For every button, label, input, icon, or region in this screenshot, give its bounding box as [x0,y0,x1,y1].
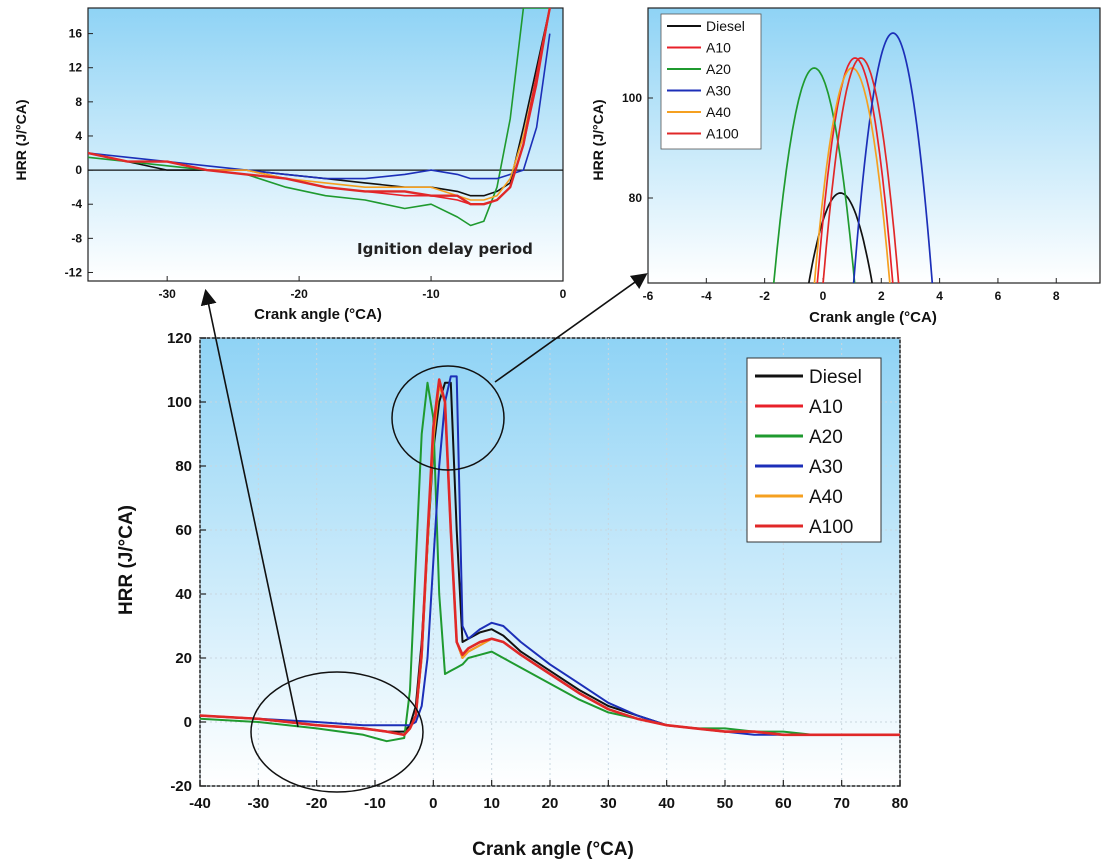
inset2-ticks: -6 -4 -2 0 2 4 6 8 80 100 [622,91,1060,303]
main-x-tick-label: -40 [189,795,211,812]
inset1-series-lines [88,8,563,227]
main-x-tick-label: 70 [833,795,850,812]
inset1-y-tick-label: 12 [69,61,83,75]
main-x-tick-label: 0 [429,795,437,812]
inset2-legend: Diesel A10 A20 A30 A40 A100 [660,13,762,150]
main-legend-label-a20: A20 [809,427,843,448]
inset2-series-line-diesel [807,192,873,283]
inset2-series-line-a100 [822,57,900,283]
ignition-inset-chart: -30 -20 -10 0 -12 -8 -4 0 4 8 12 16 Ignition delay … [13,7,567,323]
inset2-y-tick-label: 100 [622,91,642,105]
inset2-series-line-a10 [816,57,894,283]
inset1-x-tick-label: -30 [158,287,176,301]
inset2-legend-label-diesel: Diesel [706,18,745,34]
inset2-series-line-a20 [772,67,856,283]
main-x-tick-label: 40 [658,795,675,812]
main-y-tick-label: 120 [167,330,192,347]
inset2-x-tick-label: 8 [1053,289,1060,303]
inset2-x-tick-label: 4 [936,289,943,303]
inset1-series-line-a100 [88,8,551,206]
inset1-ticks: -30 -20 -10 0 -12 -8 -4 0 4 8 12 16 [65,27,567,301]
inset2-y-tick-label: 80 [629,191,643,205]
inset2-legend-label-a10: A10 [706,40,731,56]
peak-zoom-circle [391,365,505,471]
main-x-tick-label: 80 [892,795,909,812]
inset1-y-tick-label: 0 [75,163,82,177]
main-legend: Diesel A10 A20 A30 A40 A100 [746,357,882,543]
main-x-tick-label: -10 [364,795,386,812]
inset1-x-tick-label: 0 [560,287,567,301]
main-legend-label-a10: A10 [809,397,843,418]
main-series-line-a100 [200,378,900,737]
inset2-legend-box [660,13,762,150]
main-series-lines [200,375,900,743]
main-y-tick-label: 40 [175,586,192,603]
main-y-tick-label: 80 [175,458,192,475]
inset2-x-tick-label: 0 [820,289,827,303]
inset1-y-tick-label: 8 [75,95,82,109]
main-series-line-a30 [200,375,900,736]
inset2-series-lines [772,32,934,283]
inset2-x-tick-label: 2 [878,289,885,303]
main-x-tick-label: 20 [542,795,559,812]
inset2-y-axis-label: HRR (J/°CA) [590,99,606,180]
inset2-x-tick-label: -4 [701,289,712,303]
main-x-axis-label: Crank angle (°CA) [472,839,634,860]
main-legend-label-a30: A30 [809,457,843,478]
main-legend-label-diesel: Diesel [809,367,862,388]
ignition-delay-annotation: Ignition delay period [357,240,533,258]
inset2-x-tick-label: 6 [995,289,1002,303]
inset2-x-tick-label: -2 [759,289,770,303]
inset1-y-tick-label: 4 [75,129,82,143]
inset1-y-tick-label: -8 [71,231,82,245]
arrow-to-ignition-inset [200,288,299,728]
inset1-plot-area [87,7,564,282]
main-x-tick-label: 60 [775,795,792,812]
inset2-legend-label-a100: A100 [706,126,739,142]
main-y-tick-label: 20 [175,650,192,667]
inset1-x-axis-label: Crank angle (°CA) [254,306,382,323]
main-x-tick-label: -30 [247,795,269,812]
inset2-x-axis-label: Crank angle (°CA) [809,309,937,326]
main-legend-label-a100: A100 [809,517,853,538]
main-y-axis-label: HRR (J/°CA) [116,505,137,615]
inset1-y-tick-label: -12 [65,265,83,279]
inset2-series-line-a30 [852,32,934,283]
arrow-to-peak-inset [494,273,648,383]
main-chart: -40 -30 -20 -10 0 10 20 30 40 50 60 70 80-2002040608… [116,273,908,860]
inset1-y-tick-label: -4 [71,197,82,211]
main-legend-label-a40: A40 [809,487,843,508]
main-y-tick-label: 0 [184,714,192,731]
main-y-tick-label: 100 [167,394,192,411]
inset1-x-tick-label: -10 [422,287,440,301]
inset2-legend-label-a40: A40 [706,104,731,120]
main-x-tick-label: -20 [306,795,328,812]
main-ticks: -40 -30 -20 -10 0 10 20 30 40 50 60 70 80 -20 0 20 40 60 8… [167,330,908,812]
ignition-zoom-ellipse [250,671,424,793]
inset1-x-tick-label: -20 [290,287,308,301]
main-legend-box [746,357,882,543]
main-y-tick-label: 60 [175,522,192,539]
main-x-tick-label: 10 [483,795,500,812]
inset2-x-tick-label: -6 [643,289,654,303]
main-series-line-a20 [200,381,900,743]
inset1-y-axis-label: HRR (J/°CA) [13,99,29,180]
inset2-legend-label-a30: A30 [706,83,731,99]
inset1-y-tick-label: 16 [69,27,83,41]
main-x-tick-label: 30 [600,795,617,812]
main-x-tick-label: 50 [717,795,734,812]
main-y-tick-label: -20 [170,778,192,795]
inset2-legend-label-a20: A20 [706,61,731,77]
